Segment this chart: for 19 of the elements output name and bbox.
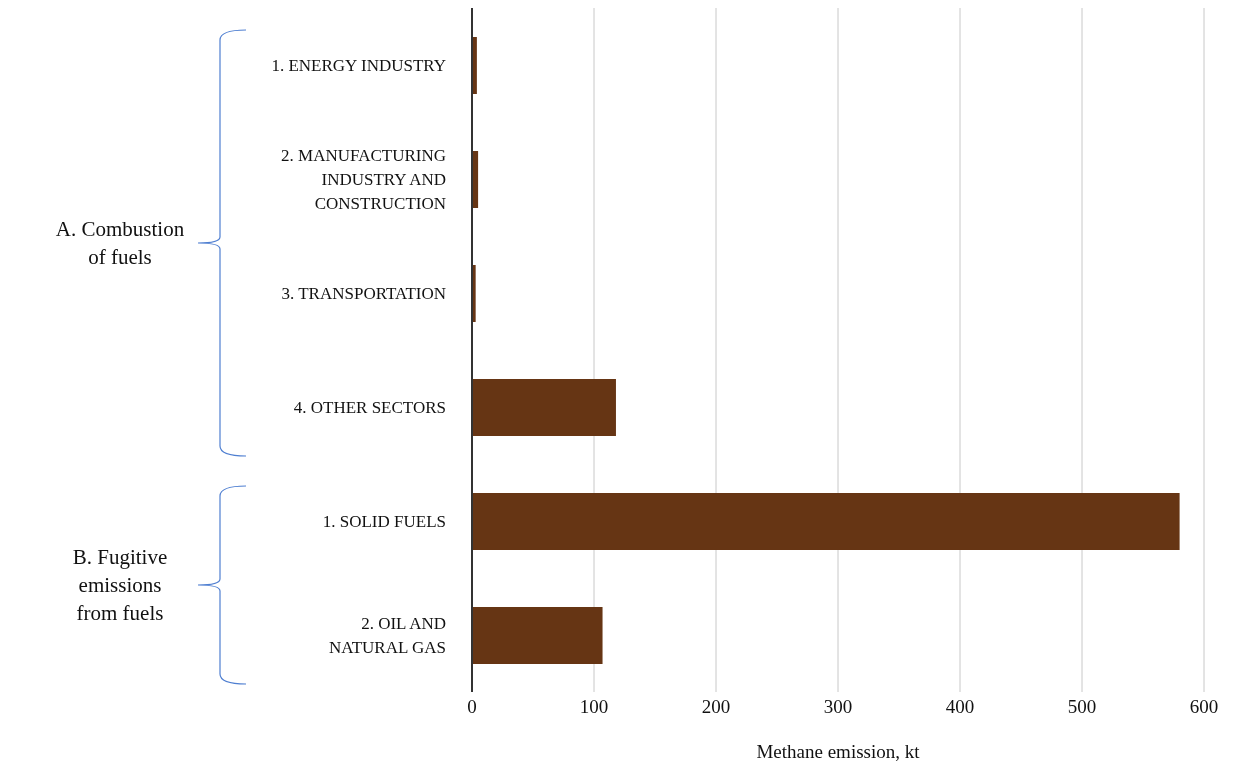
y-tick-label: 2. OIL AND NATURAL GAS (329, 613, 446, 657)
x-tick-label: 300 (823, 696, 853, 718)
y-tick-label: 1. SOLID FUELS (322, 511, 446, 531)
x-tick-label: 600 (1189, 696, 1219, 718)
x-tick-label: 100 (579, 696, 609, 718)
x-tick-label: 400 (945, 696, 975, 718)
text: B. Fugitive emissions from fuels (72, 545, 168, 625)
y-tick-label: 2. MANUFACTURING INDUSTRY AND CONSTRUCTION (281, 145, 446, 213)
bar (472, 607, 603, 664)
y-tick-label: 1. ENERGY INDUSTRY (271, 55, 446, 75)
bar (472, 379, 616, 436)
bar (472, 493, 1180, 550)
text: A. Combustion of fuels (55, 217, 185, 269)
y-tick-label: 4. OTHER SECTORS (293, 397, 446, 417)
x-tick-label: 500 (1067, 696, 1097, 718)
y-tick-label: 3. TRANSPORTATION (281, 283, 446, 303)
x-axis-title: Methane emission, kt (756, 741, 921, 762)
x-tick-label: 200 (701, 696, 731, 718)
x-tick-label: 0 (467, 696, 477, 718)
